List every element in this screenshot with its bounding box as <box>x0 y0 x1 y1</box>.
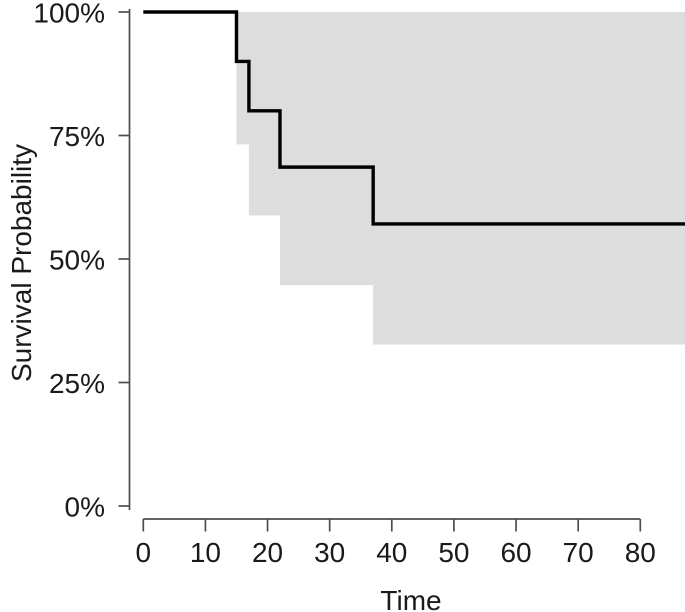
x-axis-ticks <box>142 519 642 532</box>
y-tick-label: 100% <box>33 0 105 28</box>
x-axis-tick-labels: 0 10 20 30 40 50 60 70 80 <box>136 537 656 568</box>
confidence-band <box>236 12 685 345</box>
x-axis-title: Time <box>380 585 441 612</box>
x-tick-label: 0 <box>136 537 152 568</box>
x-tick-label: 10 <box>190 537 221 568</box>
x-tick-label: 50 <box>438 537 469 568</box>
y-tick-label: 0% <box>65 491 105 522</box>
y-tick-label: 75% <box>49 121 105 152</box>
y-tick-label: 50% <box>49 244 105 275</box>
y-axis-tick-labels: 0% 25% 50% 75% 100% <box>33 0 105 522</box>
x-tick-label: 20 <box>252 537 283 568</box>
x-tick-label: 70 <box>563 537 594 568</box>
y-axis-title: Survival Probability <box>6 144 37 382</box>
y-axis-ticks <box>118 11 130 507</box>
survival-step-line <box>143 10 685 226</box>
y-tick-label: 25% <box>49 368 105 399</box>
x-tick-label: 30 <box>314 537 345 568</box>
x-tick-label: 60 <box>500 537 531 568</box>
x-tick-label: 80 <box>625 537 656 568</box>
x-tick-label: 40 <box>376 537 407 568</box>
